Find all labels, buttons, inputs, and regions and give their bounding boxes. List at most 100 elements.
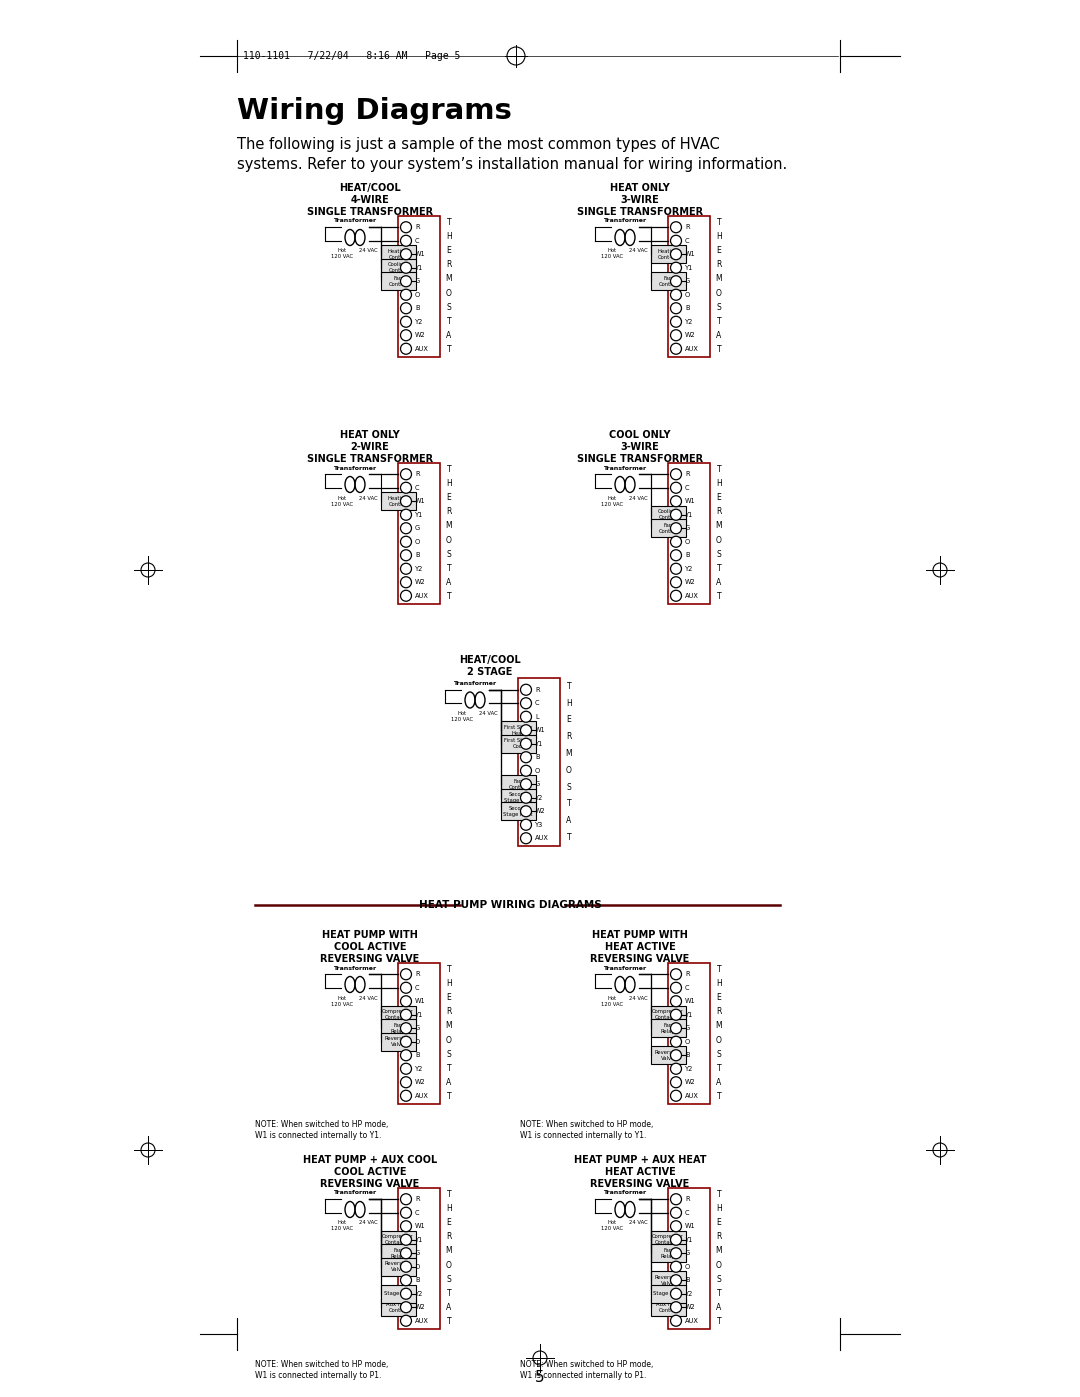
Text: W2: W2 [535,809,545,814]
Text: C: C [535,700,540,707]
Circle shape [401,289,411,300]
Text: W2: W2 [685,1080,696,1085]
Circle shape [521,806,531,817]
Text: AUX: AUX [685,1092,699,1099]
Text: T: T [717,965,721,974]
Circle shape [671,1248,681,1259]
Text: M: M [716,1246,723,1256]
Text: T: T [717,1289,721,1298]
Bar [399,963,440,1104]
Text: Y1: Y1 [415,511,423,518]
Bar [380,492,416,510]
Circle shape [671,469,681,479]
Circle shape [671,1207,681,1218]
Circle shape [401,1207,411,1218]
Text: E: E [447,1218,451,1227]
Circle shape [401,496,411,507]
Circle shape [401,1049,411,1060]
Text: O: O [415,292,420,298]
Circle shape [401,330,411,341]
Circle shape [671,235,681,246]
Text: B: B [685,306,689,312]
Bar [380,1006,416,1024]
Text: AUX: AUX [685,1317,699,1324]
Circle shape [401,1077,411,1088]
Text: AUX: AUX [685,345,699,352]
Circle shape [401,536,411,548]
Text: R: R [716,260,721,270]
Text: Reversing
Valve: Reversing Valve [654,1051,681,1060]
Text: Heating
Control: Heating Control [388,249,408,260]
Text: NOTE: When switched to HP mode,
W1 is connected internally to Y1.: NOTE: When switched to HP mode, W1 is co… [519,1120,653,1140]
Text: HEAT PUMP WIRING DIAGRAMS: HEAT PUMP WIRING DIAGRAMS [419,900,602,909]
Text: Y2: Y2 [415,1066,423,1071]
Circle shape [401,469,411,479]
Bar [650,1285,686,1303]
Text: M: M [446,274,453,284]
Circle shape [401,563,411,574]
Circle shape [401,1221,411,1232]
Text: G: G [685,278,690,284]
Text: 24 VAC: 24 VAC [629,1221,647,1225]
Text: Y1: Y1 [535,740,543,747]
Circle shape [671,1009,681,1020]
Text: E: E [447,493,451,503]
Bar [669,1187,710,1329]
Text: L: L [535,714,539,719]
Text: Hot: Hot [458,711,467,717]
Text: T: T [447,1092,451,1101]
Text: W2: W2 [415,1305,426,1310]
Text: E: E [447,993,451,1002]
Text: Wiring Diagrams: Wiring Diagrams [237,96,512,124]
Bar [380,1032,416,1051]
Circle shape [671,522,681,534]
Text: C: C [415,985,420,990]
Text: Y2: Y2 [685,1291,693,1296]
Text: O: O [535,768,540,774]
Text: T: T [567,682,571,692]
Text: Fan
Relay: Fan Relay [391,1248,405,1259]
Text: Y2: Y2 [415,1291,423,1296]
Text: Hot: Hot [337,496,347,500]
Text: B: B [685,552,689,559]
Bar [669,462,710,604]
Text: S: S [717,303,721,312]
Text: O: O [685,539,690,545]
Text: C: C [415,237,420,243]
Text: Y3: Y3 [535,821,543,828]
Circle shape [401,263,411,274]
Circle shape [401,249,411,260]
Text: E: E [447,246,451,256]
Text: AUX: AUX [415,592,429,599]
Text: W1: W1 [685,1224,696,1229]
Text: G: G [415,278,420,284]
Text: E: E [717,993,721,1002]
Circle shape [671,222,681,233]
Text: S: S [447,549,451,559]
Text: Y2: Y2 [415,319,423,324]
Circle shape [401,1194,411,1204]
Text: C: C [685,1210,690,1215]
Text: R: R [446,507,451,517]
Text: M: M [716,274,723,284]
Text: HEAT ONLY
3-WIRE
SINGLE TRANSFORMER: HEAT ONLY 3-WIRE SINGLE TRANSFORMER [577,183,703,217]
Circle shape [401,303,411,314]
Text: A: A [716,331,721,339]
Text: T: T [717,465,721,474]
Circle shape [671,482,681,493]
Text: HEAT/COOL
2 STAGE: HEAT/COOL 2 STAGE [459,655,521,678]
Circle shape [671,1090,681,1101]
Text: T: T [717,1063,721,1073]
Bar [650,1245,686,1263]
Circle shape [671,1235,681,1245]
Text: T: T [717,1190,721,1199]
Circle shape [521,819,531,830]
Text: AUX: AUX [415,1092,429,1099]
Circle shape [521,792,531,803]
Text: G: G [685,1025,690,1031]
Circle shape [401,275,411,286]
Text: S: S [717,549,721,559]
Circle shape [521,766,531,777]
Text: Transformer: Transformer [334,218,377,224]
Circle shape [401,1063,411,1074]
